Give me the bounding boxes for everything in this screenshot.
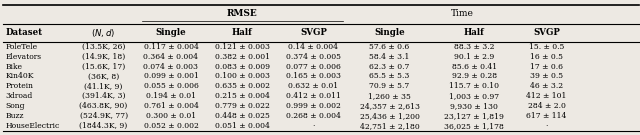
Text: (391.4K, 3): (391.4K, 3) — [82, 92, 125, 100]
Text: 0.194 ± 0.01: 0.194 ± 0.01 — [146, 92, 196, 100]
Text: 70.9 ± 5.7: 70.9 ± 5.7 — [369, 82, 410, 90]
Text: ·: · — [545, 122, 548, 130]
Text: (15.6K, 17): (15.6K, 17) — [82, 63, 125, 71]
Text: (13.5K, 26): (13.5K, 26) — [82, 43, 125, 51]
Text: 0.083 ± 0.009: 0.083 ± 0.009 — [214, 63, 269, 71]
Text: 92.9 ± 0.28: 92.9 ± 0.28 — [452, 72, 497, 80]
Text: Song: Song — [6, 102, 25, 110]
Text: 36,025 ± 1,178: 36,025 ± 1,178 — [444, 122, 504, 130]
Text: 0.382 ± 0.001: 0.382 ± 0.001 — [214, 53, 269, 61]
Text: 0.300 ± 0.01: 0.300 ± 0.01 — [146, 112, 196, 120]
Text: 0.374 ± 0.005: 0.374 ± 0.005 — [286, 53, 341, 61]
Text: 0.121 ± 0.003: 0.121 ± 0.003 — [214, 43, 269, 51]
Text: 0.14 ± 0.004: 0.14 ± 0.004 — [289, 43, 339, 51]
Text: 90.1 ± 2.9: 90.1 ± 2.9 — [454, 53, 494, 61]
Text: 0.779 ± 0.022: 0.779 ± 0.022 — [214, 102, 269, 110]
Text: SVGP: SVGP — [300, 28, 327, 37]
Text: Half: Half — [232, 28, 253, 37]
Text: 0.051 ± 0.004: 0.051 ± 0.004 — [214, 122, 269, 130]
Text: 0.448 ± 0.025: 0.448 ± 0.025 — [214, 112, 269, 120]
Text: Single: Single — [374, 28, 405, 37]
Text: (36K, 8): (36K, 8) — [88, 72, 119, 80]
Text: ·: · — [312, 122, 314, 130]
Text: 58.4 ± 3.1: 58.4 ± 3.1 — [369, 53, 410, 61]
Text: 1,003 ± 0.97: 1,003 ± 0.97 — [449, 92, 499, 100]
Text: 46 ± 3.2: 46 ± 3.2 — [530, 82, 563, 90]
Text: (1844.3K, 9): (1844.3K, 9) — [79, 122, 128, 130]
Text: 284 ± 2.0: 284 ± 2.0 — [527, 102, 566, 110]
Text: Bike: Bike — [6, 63, 23, 71]
Text: 0.761 ± 0.004: 0.761 ± 0.004 — [143, 102, 198, 110]
Text: 3droad: 3droad — [6, 92, 33, 100]
Text: 0.632 ± 0.01: 0.632 ± 0.01 — [288, 82, 339, 90]
Text: 17 ± 0.6: 17 ± 0.6 — [530, 63, 563, 71]
Text: PoleTele: PoleTele — [6, 43, 38, 51]
Text: 16 ± 0.5: 16 ± 0.5 — [530, 53, 563, 61]
Text: 23,127 ± 1,819: 23,127 ± 1,819 — [444, 112, 504, 120]
Text: 0.999 ± 0.002: 0.999 ± 0.002 — [286, 102, 340, 110]
Text: 0.055 ± 0.006: 0.055 ± 0.006 — [143, 82, 198, 90]
Text: 0.635 ± 0.002: 0.635 ± 0.002 — [214, 82, 269, 90]
Text: 0.412 ± 0.011: 0.412 ± 0.011 — [286, 92, 340, 100]
Text: 85.6 ± 0.41: 85.6 ± 0.41 — [452, 63, 497, 71]
Text: 0.077 ± 0.006: 0.077 ± 0.006 — [286, 63, 340, 71]
Text: 0.117 ± 0.004: 0.117 ± 0.004 — [143, 43, 198, 51]
Text: Time: Time — [451, 9, 474, 18]
Text: 62.3 ± 0.7: 62.3 ± 0.7 — [369, 63, 410, 71]
Text: 0.074 ± 0.003: 0.074 ± 0.003 — [143, 63, 198, 71]
Text: 0.268 ± 0.004: 0.268 ± 0.004 — [286, 112, 340, 120]
Text: Dataset: Dataset — [6, 28, 43, 37]
Text: HouseElectric: HouseElectric — [6, 122, 60, 130]
Text: 0.364 ± 0.004: 0.364 ± 0.004 — [143, 53, 198, 61]
Text: 88.3 ± 3.2: 88.3 ± 3.2 — [454, 43, 494, 51]
Text: Half: Half — [464, 28, 484, 37]
Text: 24,357 ± 2,613: 24,357 ± 2,613 — [360, 102, 420, 110]
Text: (14.9K, 18): (14.9K, 18) — [82, 53, 125, 61]
Text: Protein: Protein — [6, 82, 34, 90]
Text: 0.100 ± 0.003: 0.100 ± 0.003 — [214, 72, 269, 80]
Text: 9,930 ± 130: 9,930 ± 130 — [450, 102, 498, 110]
Text: 0.052 ± 0.002: 0.052 ± 0.002 — [143, 122, 198, 130]
Text: 42,751 ± 2,180: 42,751 ± 2,180 — [360, 122, 419, 130]
Text: 0.165 ± 0.003: 0.165 ± 0.003 — [286, 72, 341, 80]
Text: 15. ± 0.5: 15. ± 0.5 — [529, 43, 564, 51]
Text: SVGP: SVGP — [533, 28, 560, 37]
Text: 57.6 ± 0.6: 57.6 ± 0.6 — [369, 43, 410, 51]
Text: 412 ± 101: 412 ± 101 — [526, 92, 567, 100]
Text: (524.9K, 77): (524.9K, 77) — [79, 112, 127, 120]
Text: 0.099 ± 0.001: 0.099 ± 0.001 — [143, 72, 198, 80]
Text: 0.215 ± 0.004: 0.215 ± 0.004 — [214, 92, 269, 100]
Text: 617 ± 114: 617 ± 114 — [526, 112, 567, 120]
Text: Single: Single — [156, 28, 186, 37]
Text: 1,260 ± 35: 1,260 ± 35 — [368, 92, 411, 100]
Text: (41.1K, 9): (41.1K, 9) — [84, 82, 123, 90]
Text: 25,436 ± 1,200: 25,436 ± 1,200 — [360, 112, 420, 120]
Text: 65.5 ± 5.3: 65.5 ± 5.3 — [369, 72, 410, 80]
Text: Kin40K: Kin40K — [6, 72, 35, 80]
Text: $(N,d)$: $(N,d)$ — [92, 27, 116, 39]
Text: Elevators: Elevators — [6, 53, 42, 61]
Text: 39 ± 0.5: 39 ± 0.5 — [530, 72, 563, 80]
Text: 115.7 ± 0.10: 115.7 ± 0.10 — [449, 82, 499, 90]
Text: RMSE: RMSE — [227, 9, 257, 18]
Text: (463.8K, 90): (463.8K, 90) — [79, 102, 128, 110]
Text: Buzz: Buzz — [6, 112, 24, 120]
